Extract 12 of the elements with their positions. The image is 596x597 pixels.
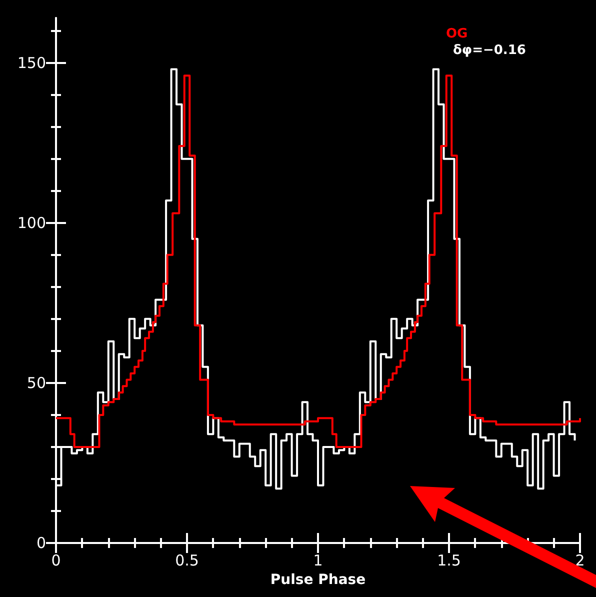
x-axis-title: Pulse Phase [270, 572, 366, 588]
x-tick-label: 1 [313, 552, 323, 570]
y-tick-label: 100 [17, 214, 46, 232]
y-tick-label: 50 [26, 374, 46, 392]
annotation: δφ=−0.16 [453, 43, 526, 58]
y-tick-label: 0 [36, 534, 46, 552]
x-tick-label: 2 [575, 552, 585, 570]
x-tick-label: 0.5 [175, 552, 199, 570]
x-tick-label: 1.5 [437, 552, 461, 570]
y-tick-label: 150 [17, 54, 46, 72]
x-tick-label: 0 [51, 552, 61, 570]
text: OG [446, 26, 468, 42]
